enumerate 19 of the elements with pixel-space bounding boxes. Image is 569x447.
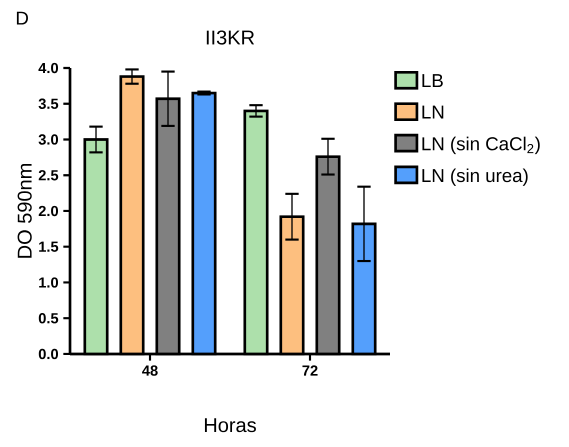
- legend-label: LB: [422, 74, 443, 88]
- y-tick-label: 1.5: [39, 242, 58, 252]
- y-tick-label: 3.0: [38, 134, 58, 145]
- x-tick-label: 72: [302, 365, 318, 376]
- legend-label: LN (sin CaCl$_{2}$): [422, 136, 540, 154]
- y-tick-label: 2.5: [38, 170, 58, 180]
- y-tick-label: 0.0: [38, 348, 58, 360]
- x-tick-label: 48: [142, 365, 158, 376]
- y-tick-label: 4.0: [38, 62, 58, 74]
- y-tick-label: 3.5: [38, 98, 58, 109]
- y-tick-label: 2.0: [38, 206, 58, 216]
- legend-label: LN (sin urea): [422, 168, 528, 186]
- y-axis-title: DO 590nm: [18, 164, 32, 258]
- chart-title: II3KR: [206, 30, 254, 45]
- y-tick-label: 0.5: [38, 313, 58, 324]
- x-axis-title: Horas: [204, 418, 256, 432]
- y-tick-label: 1.0: [39, 277, 58, 288]
- legend-label: LN: [422, 106, 444, 118]
- text: D: [16, 12, 28, 25]
